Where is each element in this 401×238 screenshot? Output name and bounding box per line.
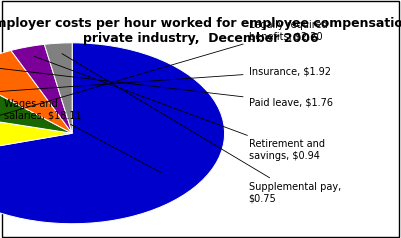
Text: Legally required
benefits, $2.20: Legally required benefits, $2.20 — [0, 20, 327, 134]
Text: Employer costs per hour worked for employee compensation,
private industry,  Dec: Employer costs per hour worked for emplo… — [0, 17, 401, 45]
Wedge shape — [0, 73, 72, 133]
Text: Insurance, $1.92: Insurance, $1.92 — [0, 66, 330, 95]
Text: Supplemental pay,
$0.75: Supplemental pay, $0.75 — [62, 54, 341, 203]
Wedge shape — [45, 43, 72, 133]
Text: Retirement and
savings, $0.94: Retirement and savings, $0.94 — [34, 56, 325, 161]
Wedge shape — [0, 50, 72, 133]
Wedge shape — [11, 44, 72, 133]
Text: Paid leave, $1.76: Paid leave, $1.76 — [0, 68, 332, 107]
Text: Wages and
salaries, $18.11: Wages and salaries, $18.11 — [4, 99, 161, 173]
Wedge shape — [0, 110, 72, 159]
Wedge shape — [0, 43, 225, 224]
